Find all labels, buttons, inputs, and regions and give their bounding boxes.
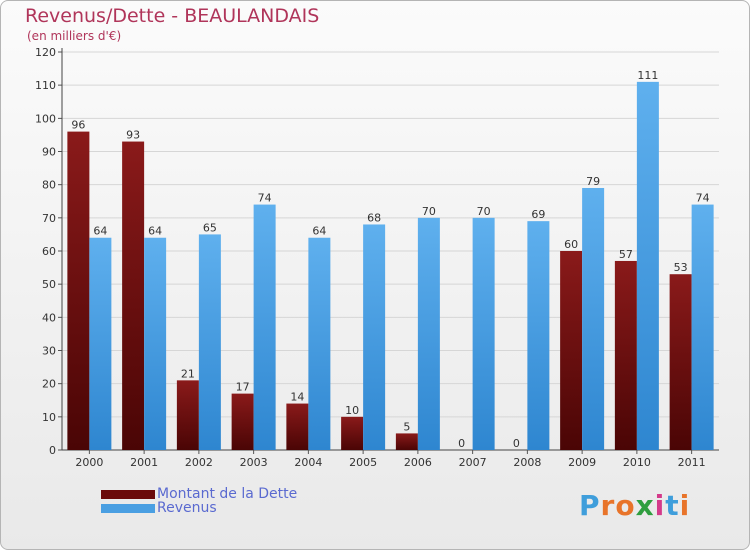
y-tick-label: 20 bbox=[42, 378, 56, 391]
data-label-dette: 93 bbox=[126, 129, 140, 142]
y-tick-label: 90 bbox=[42, 146, 56, 159]
legend-item-revenus: Revenus bbox=[101, 500, 297, 516]
data-label-revenus: 65 bbox=[203, 221, 217, 234]
chart-subtitle: (en milliers d'€) bbox=[27, 29, 122, 43]
y-tick-label: 40 bbox=[42, 311, 56, 324]
bar-dette bbox=[176, 380, 199, 450]
bar-revenus bbox=[472, 217, 495, 450]
proxiti-logo: Proxiti bbox=[579, 489, 690, 522]
bar-revenus bbox=[417, 217, 440, 450]
x-tick-label: 2001 bbox=[130, 456, 158, 469]
bar-dette bbox=[122, 141, 145, 451]
bar-revenus bbox=[89, 237, 112, 450]
data-label-revenus: 64 bbox=[93, 225, 107, 238]
y-tick-label: 10 bbox=[42, 411, 56, 424]
x-tick-label: 2006 bbox=[404, 456, 432, 469]
data-label-dette: 17 bbox=[236, 381, 250, 394]
data-label-dette: 5 bbox=[403, 420, 410, 433]
logo-letter: o bbox=[615, 489, 636, 522]
data-label-dette: 21 bbox=[181, 367, 195, 380]
bar-dette bbox=[395, 433, 418, 450]
data-label-revenus: 74 bbox=[696, 192, 710, 205]
legend-swatch-revenus bbox=[101, 503, 155, 513]
x-tick-label: 2010 bbox=[623, 456, 651, 469]
bar-dette bbox=[286, 403, 309, 450]
x-tick-label: 2011 bbox=[678, 456, 706, 469]
data-label-revenus: 64 bbox=[148, 225, 162, 238]
data-label-revenus: 68 bbox=[367, 211, 381, 224]
data-label-dette: 57 bbox=[619, 248, 633, 261]
y-tick-label: 60 bbox=[42, 245, 56, 258]
data-label-dette: 14 bbox=[290, 391, 304, 404]
y-tick-label: 70 bbox=[42, 212, 56, 225]
data-label-revenus: 64 bbox=[312, 225, 326, 238]
legend: Montant de la Dette Revenus bbox=[101, 486, 298, 516]
bar-dette bbox=[560, 251, 583, 450]
y-tick-label: 80 bbox=[42, 179, 56, 192]
bar-revenus bbox=[636, 81, 659, 450]
bar-dette bbox=[231, 393, 254, 450]
bar-dette bbox=[67, 131, 90, 450]
data-label-revenus: 74 bbox=[258, 192, 272, 205]
y-tick-label: 120 bbox=[35, 46, 56, 59]
data-label-dette: 60 bbox=[564, 238, 578, 251]
logo-letter: P bbox=[579, 489, 601, 522]
x-tick-label: 2009 bbox=[568, 456, 596, 469]
data-label-dette: 0 bbox=[458, 437, 465, 450]
y-tick-label: 110 bbox=[35, 79, 56, 92]
chart-title: Revenus/Dette - BEAULANDAIS bbox=[25, 5, 320, 27]
bar-revenus bbox=[691, 204, 714, 450]
y-tick-label: 0 bbox=[49, 444, 56, 457]
legend-label-dette: Montant de la Dette bbox=[157, 486, 298, 502]
data-label-revenus: 79 bbox=[586, 175, 600, 188]
data-label-dette: 10 bbox=[345, 404, 359, 417]
x-tick-label: 2002 bbox=[185, 456, 213, 469]
bar-revenus bbox=[363, 224, 386, 450]
legend-item-dette: Montant de la Dette bbox=[101, 486, 298, 502]
x-tick-label: 2007 bbox=[459, 456, 487, 469]
y-tick-label: 50 bbox=[42, 278, 56, 291]
data-label-dette: 53 bbox=[674, 261, 688, 274]
legend-swatch-dette bbox=[101, 489, 155, 499]
y-tick-label: 30 bbox=[42, 345, 56, 358]
data-label-dette: 0 bbox=[513, 437, 520, 450]
logo-letter: t bbox=[665, 489, 680, 522]
data-label-dette: 96 bbox=[71, 119, 85, 132]
x-tick-label: 2003 bbox=[240, 456, 268, 469]
data-label-revenus: 69 bbox=[531, 208, 545, 221]
logo-letter: r bbox=[600, 489, 616, 522]
data-label-revenus: 111 bbox=[637, 69, 658, 82]
bar-revenus bbox=[253, 204, 276, 450]
data-label-revenus: 70 bbox=[422, 205, 436, 218]
x-tick-label: 2005 bbox=[349, 456, 377, 469]
logo-letter: i bbox=[679, 489, 691, 522]
bar-revenus bbox=[144, 237, 167, 450]
logo-letter: i bbox=[654, 489, 666, 522]
bar-revenus bbox=[308, 237, 331, 450]
x-tick-label: 2008 bbox=[513, 456, 541, 469]
legend-label-revenus: Revenus bbox=[157, 500, 217, 516]
y-tick-label: 100 bbox=[35, 112, 56, 125]
bar-revenus bbox=[582, 187, 605, 450]
data-label-revenus: 70 bbox=[477, 205, 491, 218]
bar-revenus bbox=[198, 234, 221, 450]
x-tick-label: 2000 bbox=[75, 456, 103, 469]
x-tick-label: 2004 bbox=[294, 456, 322, 469]
bar-revenus bbox=[527, 221, 550, 450]
bar-dette bbox=[341, 416, 364, 450]
bar-dette bbox=[669, 274, 692, 450]
bar-dette bbox=[614, 260, 637, 450]
logo-letter: x bbox=[635, 489, 655, 522]
